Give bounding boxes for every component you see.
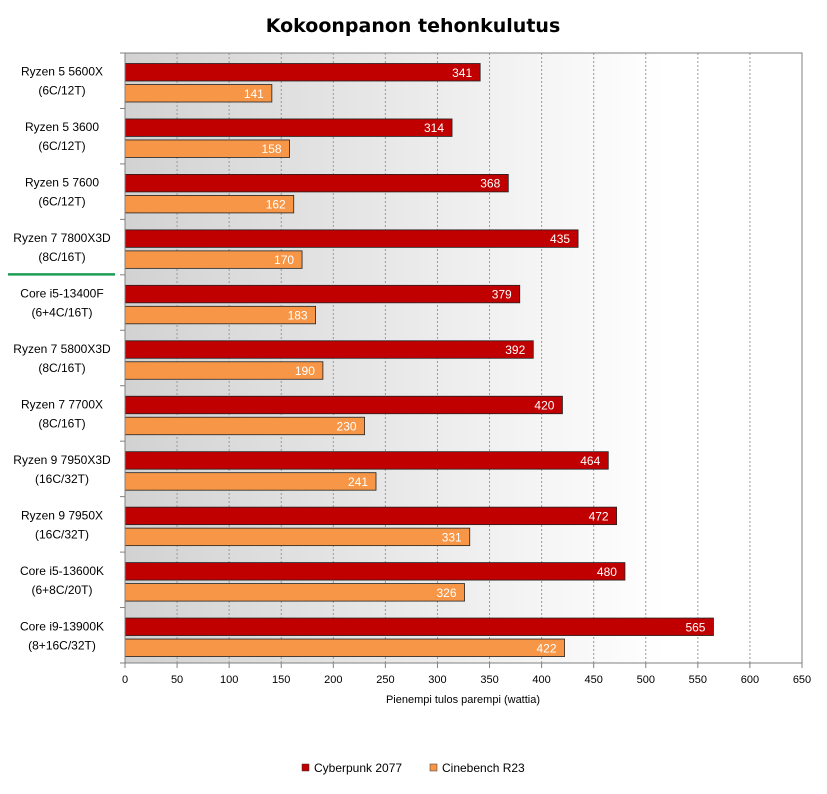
x-tick-label: 300 — [428, 674, 446, 686]
data-label-cyberpunk: 368 — [480, 177, 500, 191]
x-tick-label: 50 — [171, 674, 183, 686]
category-config-label: (6+8C/20T) — [31, 583, 92, 597]
bar-cyberpunk — [124, 284, 521, 304]
data-label-cyberpunk: 435 — [550, 232, 570, 246]
legend-swatch-cyberpunk — [301, 763, 310, 772]
legend-swatch-cinebench — [429, 763, 438, 772]
x-tick-label: 350 — [480, 674, 498, 686]
bar-cyberpunk — [124, 229, 579, 248]
bar-cyberpunk — [124, 451, 609, 470]
category-label: Ryzen 9 7950X3D — [13, 453, 111, 467]
x-tick-label: 550 — [689, 674, 707, 686]
data-label-cinebench: 170 — [274, 253, 294, 267]
data-label-cyberpunk: 314 — [424, 121, 444, 135]
bar-cinebench — [124, 416, 365, 436]
plot-border — [124, 52, 803, 664]
bar-cinebench — [124, 638, 565, 657]
x-tick-label: 400 — [532, 674, 550, 686]
data-label-cyberpunk: 472 — [589, 509, 609, 523]
bar-cinebench — [124, 527, 471, 547]
bar-cyberpunk — [124, 63, 481, 82]
x-tick-label: 150 — [272, 674, 290, 686]
axes: 0 50 100 150 200 250 300 350 400 450 500 550 600 650 — [120, 52, 811, 686]
category-label: Ryzen 7 7700X — [21, 397, 103, 411]
x-tick-label: 0 — [122, 674, 128, 686]
category-label: Ryzen 9 7950X — [21, 508, 103, 522]
category-label: Ryzen 5 7600 — [25, 176, 99, 190]
data-label-cyberpunk: 392 — [505, 343, 525, 357]
x-tick-label: 450 — [585, 674, 603, 686]
x-tick-label: 200 — [324, 674, 342, 686]
bars: 341 141 314 158 368 162 435 170 379 183 392 190 420 2… — [124, 63, 714, 657]
bar-cinebench — [124, 472, 377, 491]
legend-label-cinebench: Cinebench R23 — [442, 761, 525, 775]
category-label: Core i5-13400F — [20, 287, 103, 301]
data-label-cinebench: 230 — [337, 419, 357, 433]
category-label: Core i5-13600K — [20, 564, 104, 578]
bar-cinebench — [124, 361, 324, 380]
data-label-cinebench: 326 — [437, 586, 457, 600]
category-labels: Ryzen 5 5600X (6C/12T) Ryzen 5 3600 (6C/12T… — [8, 65, 115, 652]
category-label: Core i9-13900K — [20, 619, 104, 633]
bar-cyberpunk — [124, 118, 453, 137]
chart-title: Kokoonpanon tehonkulutus — [266, 15, 561, 37]
data-label-cyberpunk: 464 — [580, 454, 600, 468]
category-config-label: (6C/12T) — [38, 195, 85, 209]
data-label-cinebench: 190 — [295, 364, 315, 378]
bar-cyberpunk — [124, 562, 626, 581]
bar-cyberpunk — [124, 340, 534, 359]
category-label: Ryzen 7 7800X3D — [13, 231, 111, 245]
category-config-label: (8+16C/32T) — [28, 638, 96, 652]
legend-label-cyberpunk: Cyberpunk 2077 — [314, 761, 402, 775]
category-config-label: (6C/12T) — [38, 84, 85, 98]
category-config-label: (6+4C/16T) — [31, 306, 92, 320]
x-tick-label: 500 — [637, 674, 655, 686]
data-label-cinebench: 158 — [262, 142, 282, 156]
bar-cyberpunk — [124, 506, 618, 526]
x-tick-label: 650 — [793, 674, 811, 686]
category-config-label: (8C/16T) — [38, 250, 85, 264]
data-label-cyberpunk: 565 — [685, 620, 705, 634]
data-label-cinebench: 141 — [244, 87, 264, 101]
bar-cyberpunk — [124, 174, 509, 193]
x-tick-label: 600 — [741, 674, 759, 686]
category-label: Ryzen 7 5800X3D — [13, 342, 111, 356]
x-axis-label: Pienempi tulos parempi (wattia) — [386, 694, 540, 706]
legend: Cyberpunk 2077 Cinebench R23 — [301, 761, 525, 775]
data-label-cinebench: 241 — [348, 475, 368, 489]
category-config-label: (8C/16T) — [38, 361, 85, 375]
data-label-cinebench: 331 — [442, 530, 462, 544]
x-tick-label: 100 — [220, 674, 238, 686]
data-label-cyberpunk: 420 — [534, 398, 554, 412]
data-label-cyberpunk: 480 — [597, 565, 617, 579]
category-label: Ryzen 5 3600 — [25, 120, 99, 134]
category-config-label: (6C/12T) — [38, 139, 85, 153]
category-label: Ryzen 5 5600X — [21, 65, 103, 79]
data-label-cyberpunk: 379 — [492, 288, 512, 302]
category-config-label: (16C/32T) — [35, 472, 89, 486]
x-tick-label: 250 — [376, 674, 394, 686]
category-config-label: (8C/16T) — [38, 416, 85, 430]
bar-cyberpunk — [124, 617, 714, 636]
data-label-cyberpunk: 341 — [452, 66, 472, 80]
category-config-label: (16C/32T) — [35, 527, 89, 541]
data-label-cinebench: 183 — [288, 309, 308, 323]
bar-cyberpunk — [124, 395, 563, 415]
data-label-cinebench: 162 — [266, 198, 286, 212]
bar-cinebench — [124, 583, 465, 602]
data-label-cinebench: 422 — [536, 641, 556, 655]
